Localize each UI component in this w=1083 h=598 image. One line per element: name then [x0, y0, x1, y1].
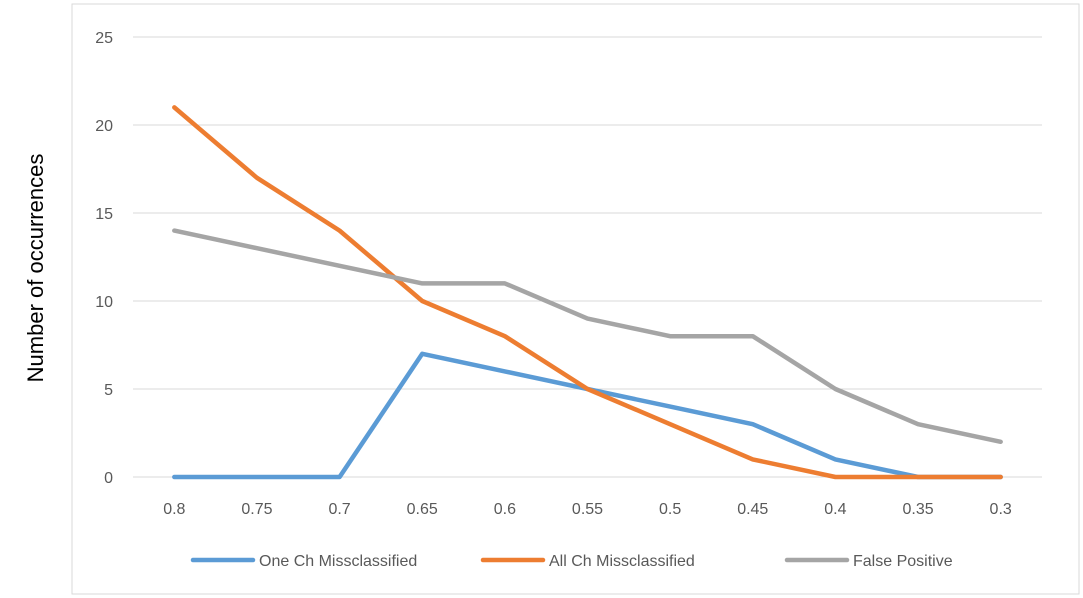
legend-item: One Ch Missclassified: [190, 553, 417, 570]
x-tick-label: 0.65: [407, 501, 438, 518]
series-line-2: [172, 105, 1003, 480]
legend-label: False Positive: [853, 553, 953, 570]
x-tick-label: 0.75: [241, 501, 272, 518]
legend-label: All Ch Missclassified: [549, 553, 695, 570]
x-tick-label: 0.45: [737, 501, 768, 518]
x-tick-label: 0.4: [824, 501, 846, 518]
series-lines: [172, 105, 1003, 480]
y-tick-label: 5: [104, 382, 113, 399]
x-tick-label: 0.6: [494, 501, 516, 518]
y-tick-label: 25: [95, 30, 113, 47]
series-line-3: [172, 228, 1003, 445]
legend: One Ch Missclassified All Ch Missclassifi…: [190, 553, 953, 570]
y-tick-label: 0: [104, 470, 113, 487]
x-tick-label: 0.7: [328, 501, 350, 518]
x-tick-label: 0.55: [572, 501, 603, 518]
y-tick-label: 15: [95, 206, 113, 223]
chart-area-border: [71, 3, 1080, 595]
legend-label: One Ch Missclassified: [259, 553, 417, 570]
y-tick-label: 10: [95, 294, 113, 311]
x-tick-label: 0.8: [163, 501, 185, 518]
legend-item: All Ch Missclassified: [480, 553, 695, 570]
x-tick-label: 0.35: [902, 501, 933, 518]
x-tick-label: 0.5: [659, 501, 681, 518]
legend-item: False Positive: [784, 553, 953, 570]
y-tick-labels: 0 5 10 15 20 25: [95, 30, 113, 487]
x-tick-labels: 0.8 0.75 0.7 0.65 0.6 0.55 0.5 0.45 0.4 0.35 0.3: [163, 501, 1012, 518]
y-tick-label: 20: [95, 118, 113, 135]
x-tick-label: 0.3: [990, 501, 1012, 518]
